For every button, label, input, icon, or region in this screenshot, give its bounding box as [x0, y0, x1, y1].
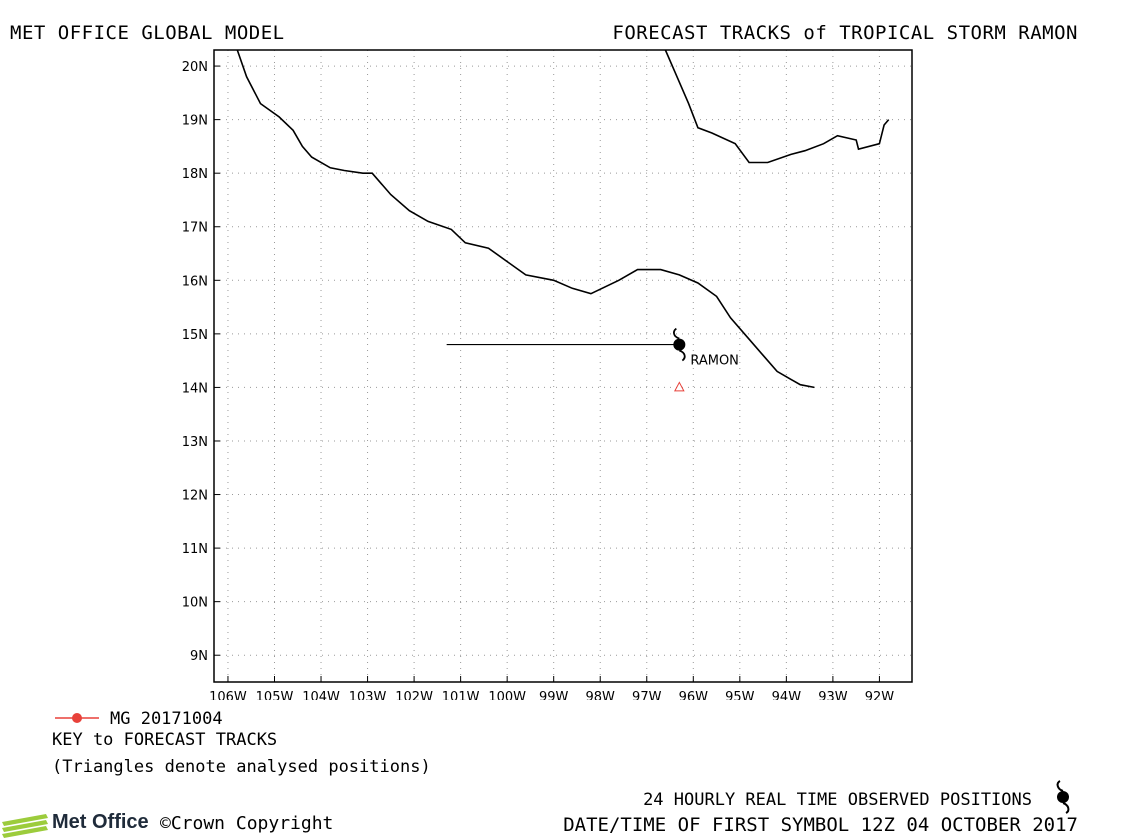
lat-tick-label: 9N: [190, 649, 208, 664]
lon-tick-label: 92W: [865, 690, 895, 700]
lat-tick-label: 17N: [182, 221, 208, 236]
lon-tick-label: 93W: [818, 690, 848, 700]
analysed-position-triangle: [674, 381, 685, 392]
axis-labels: 20N 19N 18N 17N 16N 15N 14N 13N 12N 11N 10N 9N 106W 1…: [182, 60, 895, 700]
observed-positions-label: 24 HOURLY REAL TIME OBSERVED POSITIONS: [643, 790, 1032, 810]
key-title: KEY to FORECAST TRACKS: [52, 730, 278, 750]
lat-tick-label: 10N: [182, 596, 208, 611]
forecast-track-map: 20N 19N 18N 17N 16N 15N 14N 13N 12N 11N 10N 9N 106W 1…: [182, 49, 913, 700]
met-office-logo-icon: [2, 814, 48, 838]
storm-position-marker: [673, 338, 686, 351]
lat-tick-label: 16N: [182, 274, 208, 289]
coastline-north: [664, 49, 890, 164]
lon-tick-label: 106W: [209, 690, 247, 700]
lat-tick-label: 11N: [182, 542, 208, 557]
lat-tick-label: 14N: [182, 381, 208, 396]
lon-tick-label: 95W: [725, 690, 755, 700]
storm-symbol-arm: [673, 327, 680, 340]
lon-tick-label: 105W: [256, 690, 294, 700]
lon-tick-label: 97W: [632, 690, 662, 700]
storm-name-label: RAMON: [690, 354, 739, 369]
lon-tick-label: 99W: [539, 690, 569, 700]
first-symbol-datetime: DATE/TIME OF FIRST SYMBOL 12Z 04 OCTOBER…: [563, 814, 1078, 836]
lat-tick-label: 15N: [182, 328, 208, 343]
map-frame: [213, 49, 913, 683]
map-grid: [214, 50, 912, 682]
model-track-swatch: [55, 713, 99, 723]
header-forecast-title: FORECAST TRACKS of TROPICAL STORM RAMON: [612, 22, 1078, 44]
storm-symbol-arm: [678, 349, 686, 362]
lon-tick-label: 101W: [442, 690, 480, 700]
lat-tick-label: 12N: [182, 489, 208, 504]
storm-layer: RAMON: [446, 327, 739, 392]
lon-tick-label: 104W: [302, 690, 340, 700]
lon-tick-label: 102W: [395, 690, 433, 700]
coastlines: [236, 49, 890, 389]
lon-tick-label: 103W: [349, 690, 387, 700]
lon-tick-label: 98W: [586, 690, 616, 700]
lat-tick-label: 13N: [182, 435, 208, 450]
met-office-logo-text: Met Office: [52, 811, 149, 833]
header-model-title: MET OFFICE GLOBAL MODEL: [10, 22, 285, 44]
crown-copyright: ©Crown Copyright: [160, 813, 334, 834]
lat-tick-label: 18N: [182, 167, 208, 182]
lat-tick-label: 19N: [182, 114, 208, 129]
lon-tick-label: 94W: [772, 690, 802, 700]
key-model-label: MG 20171004: [110, 709, 223, 729]
lat-tick-label: 20N: [182, 60, 208, 75]
key-note: (Triangles denote analysed positions): [52, 757, 431, 777]
lon-tick-label: 96W: [679, 690, 709, 700]
coastline-south: [236, 49, 815, 389]
tropical-storm-icon: [1056, 780, 1070, 814]
lon-tick-label: 100W: [488, 690, 526, 700]
